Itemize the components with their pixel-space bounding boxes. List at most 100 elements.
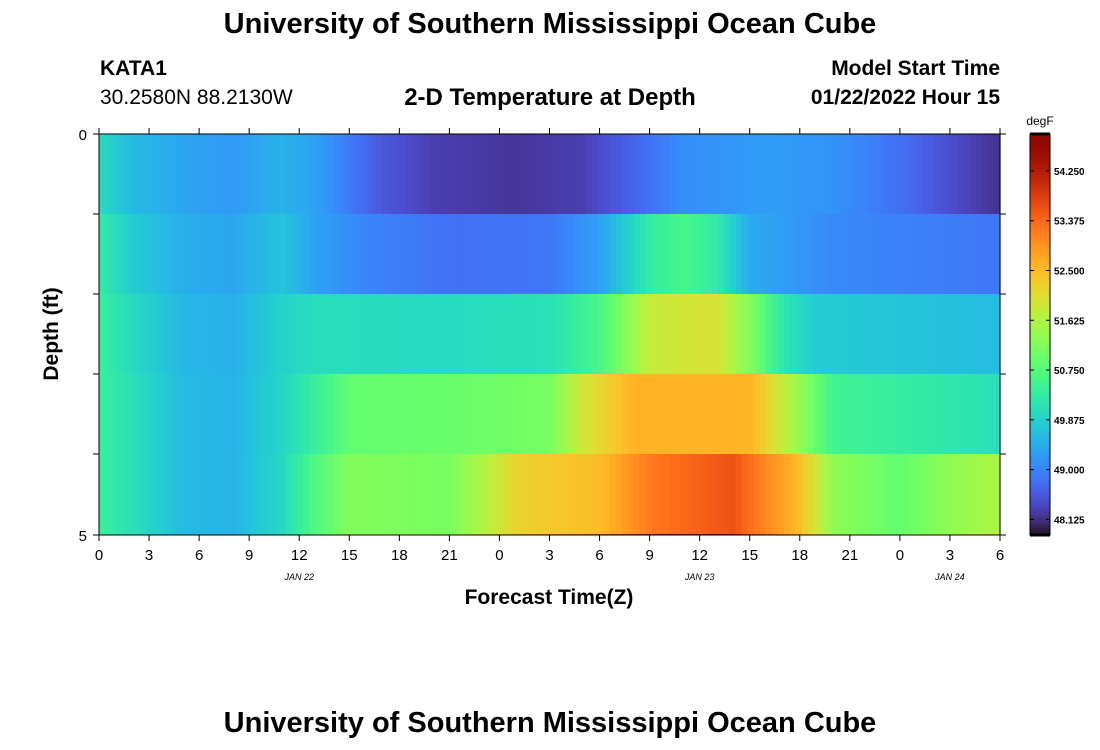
heatmap-cell bbox=[729, 454, 737, 534]
heatmap-cell bbox=[351, 374, 358, 454]
heatmap-cell bbox=[183, 294, 190, 374]
heatmap-cell bbox=[477, 134, 485, 214]
colorbar-step bbox=[1030, 344, 1050, 348]
heatmap-cell bbox=[297, 374, 304, 454]
heatmap-cell bbox=[237, 374, 244, 454]
colorbar-step bbox=[1030, 272, 1050, 275]
heatmap-cell bbox=[489, 134, 497, 214]
colorbar-step bbox=[1030, 352, 1050, 356]
heatmap-cell bbox=[105, 294, 112, 374]
heatmap-cell bbox=[363, 134, 370, 214]
colorbar-step bbox=[1030, 228, 1050, 231]
heatmap-cell bbox=[807, 214, 815, 294]
heatmap-cell bbox=[159, 294, 166, 374]
heatmap-cell bbox=[963, 294, 971, 374]
heatmap-cell bbox=[315, 454, 322, 534]
heatmap-cell bbox=[117, 214, 124, 294]
heatmap-cell bbox=[717, 294, 725, 374]
colorbar-step bbox=[1030, 518, 1050, 522]
heatmap-cell bbox=[603, 134, 611, 214]
heatmap-cell bbox=[981, 294, 989, 374]
colorbar-step bbox=[1030, 312, 1050, 315]
colorbar-step bbox=[1030, 452, 1050, 456]
heatmap-cell bbox=[345, 454, 352, 534]
heatmap-cell bbox=[657, 294, 665, 374]
heatmap-cell bbox=[747, 134, 755, 214]
heatmap-row bbox=[99, 294, 1001, 374]
x-tick-label: 3 bbox=[545, 547, 553, 564]
heatmap-cell bbox=[141, 374, 148, 454]
heatmap-cell bbox=[651, 374, 659, 454]
heatmap-cell bbox=[405, 294, 412, 374]
heatmap-cell bbox=[585, 214, 593, 294]
heatmap-cell bbox=[141, 214, 148, 294]
heatmap-cell bbox=[711, 374, 719, 454]
colorbar-step bbox=[1030, 468, 1050, 472]
heatmap-cell bbox=[357, 134, 364, 214]
heatmap-cell bbox=[669, 374, 677, 454]
heatmap-cell bbox=[681, 454, 689, 534]
heatmap-cell bbox=[627, 214, 635, 294]
heatmap-cell bbox=[225, 454, 232, 534]
heatmap-cell bbox=[819, 134, 827, 214]
heatmap-cell bbox=[291, 134, 298, 214]
heatmap-cell bbox=[123, 454, 130, 534]
colorbar-step bbox=[1030, 270, 1050, 273]
heatmap-cell bbox=[273, 294, 280, 374]
heatmap-cell bbox=[957, 294, 965, 374]
heatmap-cell bbox=[141, 454, 148, 534]
heatmap-cell bbox=[543, 454, 551, 534]
heatmap-cell bbox=[549, 214, 557, 294]
heatmap-cell bbox=[393, 214, 400, 294]
colorbar-step bbox=[1030, 188, 1050, 191]
heatmap-cell bbox=[537, 294, 545, 374]
colorbar-step bbox=[1030, 494, 1050, 498]
colorbar-step bbox=[1030, 504, 1050, 508]
heatmap-cell bbox=[615, 294, 623, 374]
heatmap-cell bbox=[495, 454, 503, 534]
heatmap-cell bbox=[351, 134, 358, 214]
heatmap-cell bbox=[117, 454, 124, 534]
colorbar-step bbox=[1030, 204, 1050, 207]
colorbar-tick-label: 48.125 bbox=[1054, 515, 1085, 526]
heatmap-cell bbox=[279, 214, 286, 294]
heatmap-cell bbox=[111, 214, 118, 294]
heatmap-cell bbox=[861, 134, 869, 214]
heatmap-cell bbox=[915, 374, 923, 454]
heatmap-cell bbox=[915, 214, 923, 294]
colorbar-step bbox=[1030, 422, 1050, 426]
heatmap-cell bbox=[705, 294, 713, 374]
heatmap-cell bbox=[669, 454, 677, 534]
heatmap-cell bbox=[225, 294, 232, 374]
colorbar-step bbox=[1030, 386, 1050, 390]
heatmap-cell bbox=[147, 454, 154, 534]
heatmap-cell bbox=[783, 134, 791, 214]
heatmap-cell bbox=[609, 374, 617, 454]
colorbar-step bbox=[1030, 172, 1050, 175]
heatmap-cell bbox=[945, 374, 953, 454]
heatmap-cell bbox=[303, 214, 310, 294]
heatmap-cell bbox=[825, 454, 833, 534]
heatmap-cell bbox=[975, 134, 983, 214]
heatmap-cell bbox=[381, 294, 388, 374]
heatmap-cell bbox=[921, 134, 929, 214]
heatmap-cell bbox=[879, 214, 887, 294]
heatmap-cell bbox=[417, 294, 424, 374]
colorbar-step bbox=[1030, 144, 1050, 147]
heatmap-cell bbox=[219, 454, 226, 534]
heatmap-cell bbox=[993, 214, 1001, 294]
colorbar-step bbox=[1030, 442, 1050, 446]
heatmap-cell bbox=[603, 214, 611, 294]
heatmap-cell bbox=[513, 134, 521, 214]
heatmap-cell bbox=[369, 374, 376, 454]
heatmap-cell bbox=[453, 454, 460, 534]
colorbar-step bbox=[1030, 232, 1050, 235]
x-tick-label: 3 bbox=[145, 547, 153, 564]
heatmap-cell bbox=[501, 454, 509, 534]
heatmap-cell bbox=[531, 134, 539, 214]
heatmap-cell bbox=[291, 374, 298, 454]
heatmap-cell bbox=[117, 294, 124, 374]
x-tick-label: 18 bbox=[391, 547, 408, 564]
heatmap-cell bbox=[285, 134, 292, 214]
heatmap-cell bbox=[441, 374, 448, 454]
